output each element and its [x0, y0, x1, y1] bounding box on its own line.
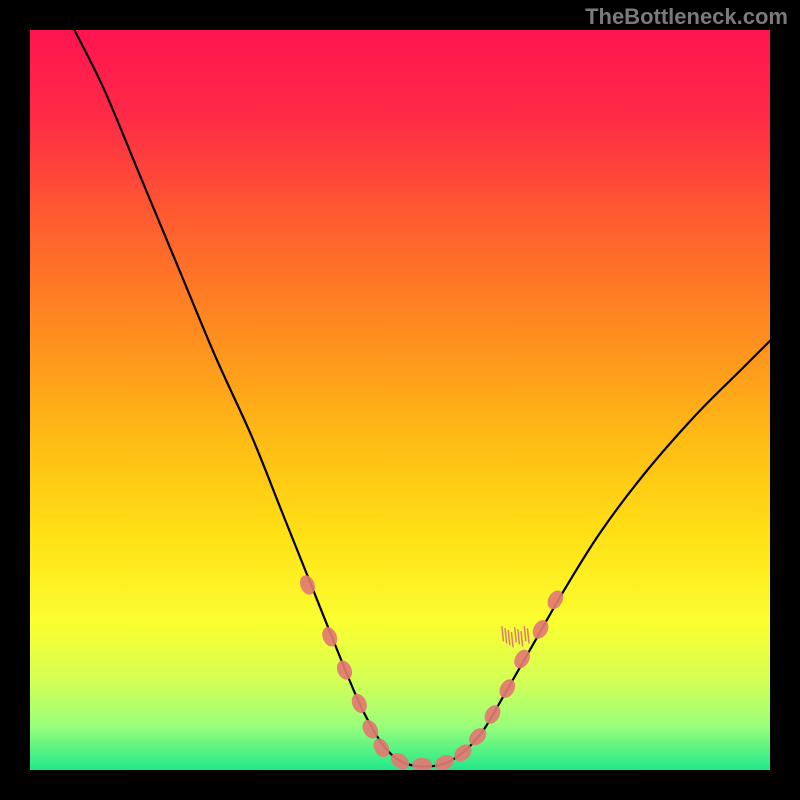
plot-background [30, 30, 770, 770]
bottleneck-chart [0, 0, 800, 800]
chart-container: TheBottleneck.com [0, 0, 800, 800]
